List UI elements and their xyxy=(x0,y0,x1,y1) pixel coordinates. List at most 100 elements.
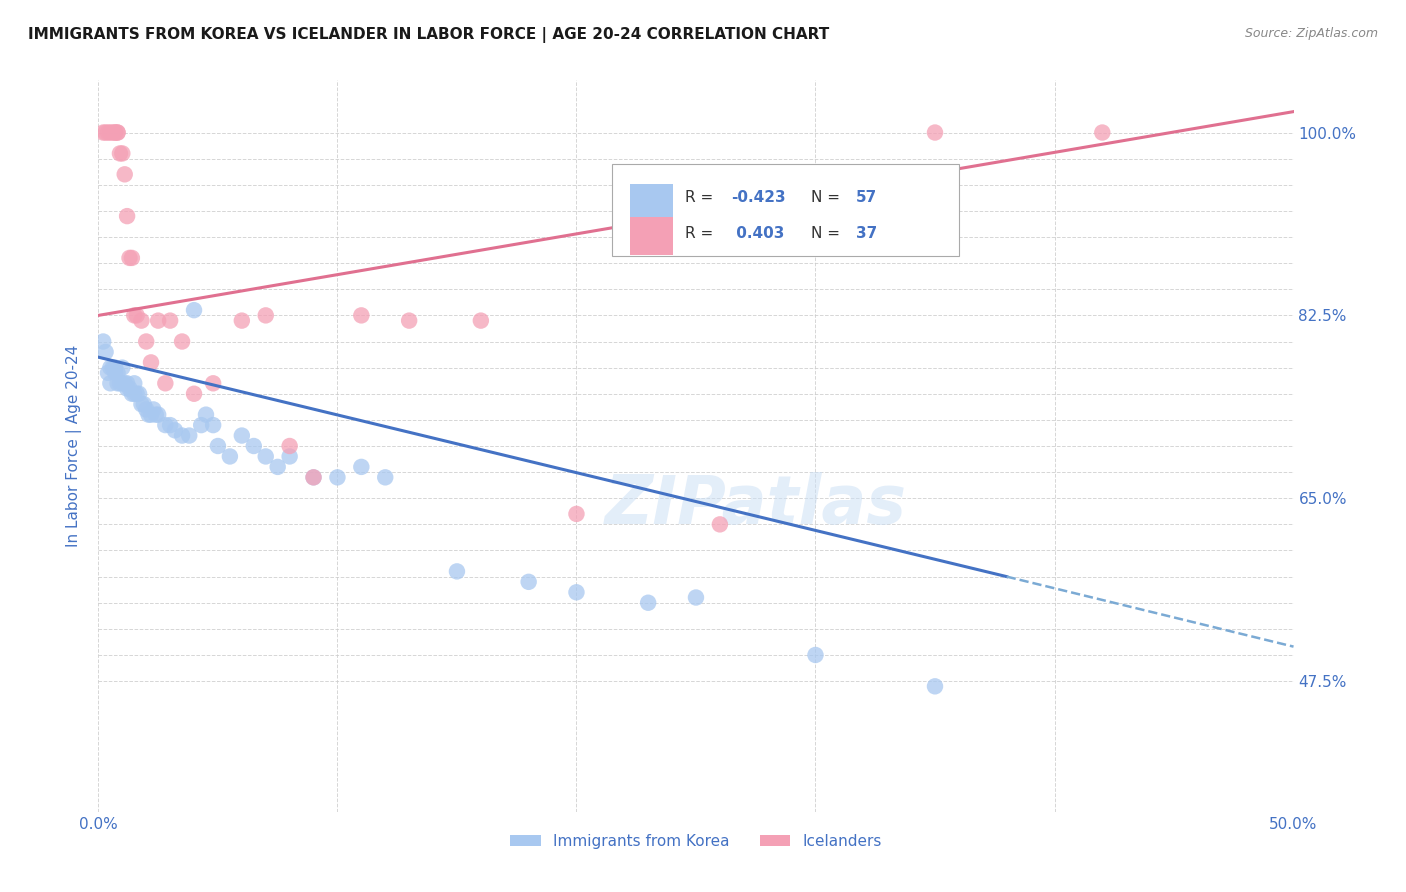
FancyBboxPatch shape xyxy=(613,164,959,256)
Point xyxy=(118,382,141,396)
Point xyxy=(398,313,420,327)
Point xyxy=(326,470,349,484)
Point xyxy=(231,313,253,327)
Point xyxy=(121,251,143,265)
Point xyxy=(350,459,373,474)
Point xyxy=(111,376,134,391)
Point xyxy=(565,507,588,521)
Point xyxy=(350,309,373,323)
Legend: Immigrants from Korea, Icelanders: Immigrants from Korea, Icelanders xyxy=(503,828,889,855)
FancyBboxPatch shape xyxy=(630,185,673,222)
Point xyxy=(138,408,160,422)
Point xyxy=(135,334,157,349)
Text: N =: N = xyxy=(811,227,845,241)
Point xyxy=(124,376,146,391)
Point xyxy=(128,386,150,401)
Point xyxy=(111,360,134,375)
Point xyxy=(302,470,325,484)
Point xyxy=(219,450,242,464)
Point xyxy=(125,386,148,401)
Point xyxy=(172,428,194,442)
Point xyxy=(98,376,122,391)
Point xyxy=(91,334,114,349)
Point xyxy=(148,313,170,327)
Point xyxy=(91,126,114,140)
Point xyxy=(98,126,122,140)
Point xyxy=(139,408,162,422)
Point xyxy=(179,428,201,442)
Point xyxy=(142,402,165,417)
Point xyxy=(374,470,396,484)
Point xyxy=(637,596,659,610)
Point xyxy=(202,376,225,391)
Point xyxy=(517,574,540,589)
Point xyxy=(115,382,138,396)
Text: R =: R = xyxy=(685,190,718,205)
Point xyxy=(254,309,277,323)
Point xyxy=(107,126,129,140)
Point xyxy=(125,309,148,323)
Point xyxy=(155,376,177,391)
Point xyxy=(924,126,946,140)
Point xyxy=(183,303,205,318)
Point xyxy=(104,360,127,375)
Point xyxy=(190,418,212,433)
Point xyxy=(124,309,146,323)
Point xyxy=(107,126,129,140)
Text: IMMIGRANTS FROM KOREA VS ICELANDER IN LABOR FORCE | AGE 20-24 CORRELATION CHART: IMMIGRANTS FROM KOREA VS ICELANDER IN LA… xyxy=(28,27,830,43)
Text: 37: 37 xyxy=(856,227,877,241)
Text: R =: R = xyxy=(685,227,718,241)
Text: ZIPatlas: ZIPatlas xyxy=(605,472,907,538)
Point xyxy=(104,126,127,140)
Point xyxy=(94,126,117,140)
Point xyxy=(804,648,827,662)
Point xyxy=(104,126,127,140)
Point xyxy=(470,313,492,327)
Point xyxy=(231,428,253,442)
Y-axis label: In Labor Force | Age 20-24: In Labor Force | Age 20-24 xyxy=(66,345,83,547)
Point xyxy=(709,517,731,532)
Point xyxy=(131,313,153,327)
Text: 0.403: 0.403 xyxy=(731,227,785,241)
Point xyxy=(111,146,134,161)
Point xyxy=(107,366,129,380)
Point xyxy=(243,439,266,453)
Point xyxy=(97,126,120,140)
Point xyxy=(159,313,181,327)
Point xyxy=(118,251,141,265)
Point xyxy=(114,376,136,391)
Point xyxy=(163,423,186,437)
Text: 57: 57 xyxy=(856,190,877,205)
Point xyxy=(124,386,146,401)
Point xyxy=(107,376,129,391)
Point xyxy=(97,366,120,380)
Point xyxy=(115,209,138,223)
Point xyxy=(131,397,153,411)
Point xyxy=(254,450,277,464)
FancyBboxPatch shape xyxy=(630,217,673,255)
Point xyxy=(94,345,117,359)
Text: -0.423: -0.423 xyxy=(731,190,786,205)
Point xyxy=(115,376,138,391)
Point xyxy=(302,470,325,484)
Point xyxy=(278,450,301,464)
Point xyxy=(924,679,946,693)
Point xyxy=(114,167,136,181)
Point xyxy=(446,565,468,579)
Point xyxy=(207,439,229,453)
Point xyxy=(159,418,181,433)
Point xyxy=(101,126,124,140)
Point xyxy=(685,591,707,605)
Point xyxy=(108,146,131,161)
Point xyxy=(148,408,170,422)
Point xyxy=(101,360,124,375)
Point xyxy=(135,402,157,417)
Point xyxy=(98,360,122,375)
Point xyxy=(195,408,218,422)
Point xyxy=(278,439,301,453)
Point xyxy=(565,585,588,599)
Point xyxy=(172,334,194,349)
Point xyxy=(132,397,155,411)
Text: N =: N = xyxy=(811,190,845,205)
Point xyxy=(108,376,131,391)
